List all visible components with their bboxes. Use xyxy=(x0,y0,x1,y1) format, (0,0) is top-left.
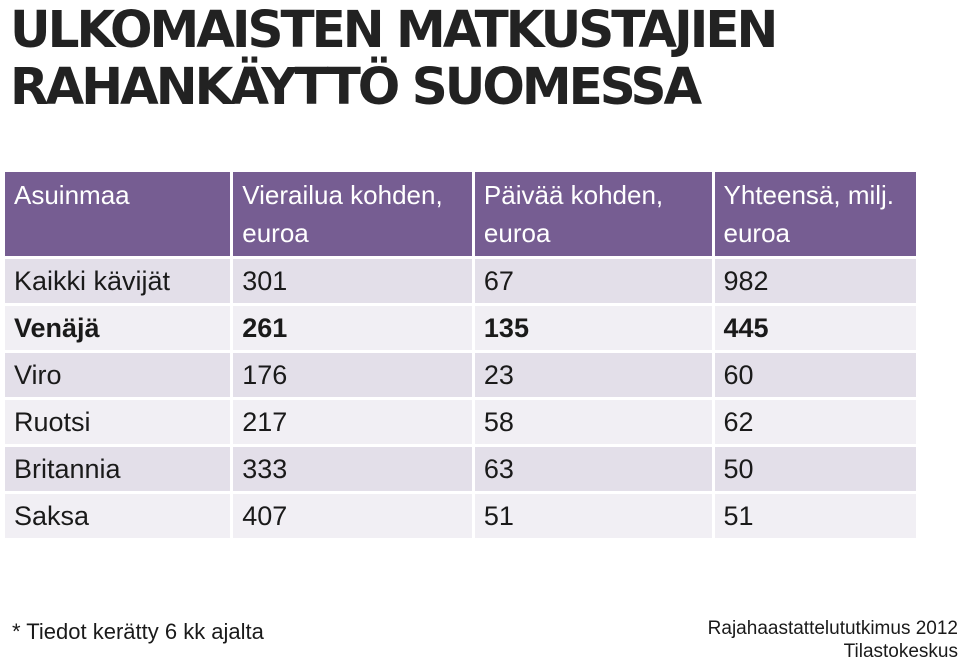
table-cell: 23 xyxy=(474,353,712,397)
table-cell: 62 xyxy=(714,400,916,444)
data-table: Asuinmaa Vierailua kohden, euroa Päivää … xyxy=(2,169,919,541)
table-row: Kaikki kävijät 301 67 982 xyxy=(5,259,916,303)
table-cell: 261 xyxy=(233,306,472,350)
table-row: Venäjä 261 135 445 xyxy=(5,306,916,350)
row-label: Saksa xyxy=(5,494,231,538)
table-cell: 301 xyxy=(233,259,472,303)
source-line-1: Rajahaastattelututkimus 2012 xyxy=(707,618,958,639)
table-row: Britannia 333 63 50 xyxy=(5,447,916,491)
table-cell: 407 xyxy=(233,494,472,538)
table-cell: 445 xyxy=(714,306,916,350)
header-per-day: Päivää kohden, euroa xyxy=(474,172,712,256)
footnote: * Tiedot kerätty 6 kk ajalta xyxy=(12,619,264,644)
row-label: Venäjä xyxy=(5,306,231,350)
title-line-1: ULKOMAISTEN MATKUSTAJIEN xyxy=(10,0,778,60)
header-asuinmaa: Asuinmaa xyxy=(5,172,231,256)
table-cell: 51 xyxy=(474,494,712,538)
table-row: Saksa 407 51 51 xyxy=(5,494,916,538)
source: Rajahaastattelututkimus 2012 Tilastokesk… xyxy=(708,617,958,663)
header-total: Yhteensä, milj. euroa xyxy=(714,172,916,256)
table-cell: 50 xyxy=(714,447,916,491)
table-cell: 60 xyxy=(714,353,916,397)
table-cell: 51 xyxy=(714,494,916,538)
header-per-visit: Vierailua kohden, euroa xyxy=(233,172,472,256)
table-cell: 217 xyxy=(233,400,472,444)
header-row: Asuinmaa Vierailua kohden, euroa Päivää … xyxy=(5,172,916,256)
row-label: Kaikki kävijät xyxy=(5,259,231,303)
row-label: Viro xyxy=(5,353,231,397)
table-cell: 176 xyxy=(233,353,472,397)
source-line-2: Tilastokeskus xyxy=(843,641,958,662)
chart-title: ULKOMAISTEN MATKUSTAJIEN RAHANKÄYTTÖ SUO… xyxy=(10,1,950,115)
table-cell: 63 xyxy=(474,447,712,491)
table-row: Viro 176 23 60 xyxy=(5,353,916,397)
table-cell: 67 xyxy=(474,259,712,303)
row-label: Ruotsi xyxy=(5,400,231,444)
table-cell: 982 xyxy=(714,259,916,303)
table-cell: 58 xyxy=(474,400,712,444)
row-label: Britannia xyxy=(5,447,231,491)
table-row: Ruotsi 217 58 62 xyxy=(5,400,916,444)
table-cell: 333 xyxy=(233,447,472,491)
title-line-2: RAHANKÄYTTÖ SUOMESSA xyxy=(10,56,702,117)
table-cell: 135 xyxy=(474,306,712,350)
